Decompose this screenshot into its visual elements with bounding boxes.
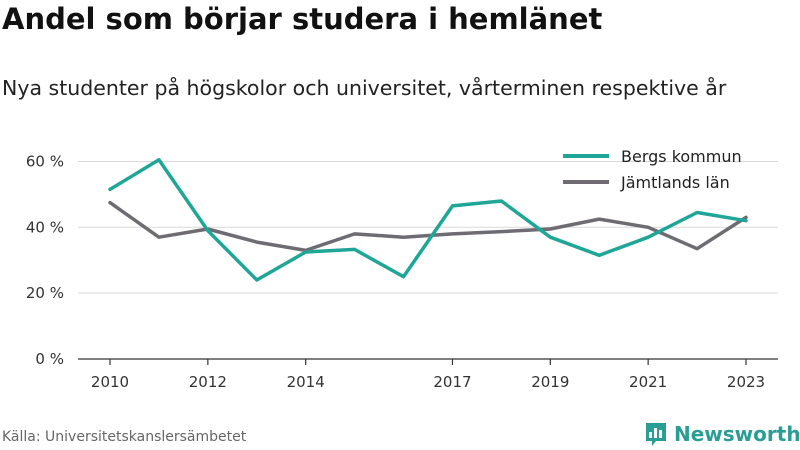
x-tick-label: 2014 (287, 373, 325, 391)
series-line-bergs-kommun (108, 158, 748, 282)
chart-title: Andel som börjar studera i hemlänet (2, 2, 603, 36)
legend-label: Bergs kommun (621, 147, 742, 166)
brand-name: Newsworthy (674, 422, 800, 446)
series-line-jämtlands-län (108, 200, 748, 253)
y-tick-label: 40 % (26, 218, 64, 236)
x-tick-label: 2023 (727, 373, 765, 391)
newsworthy-logo-icon (646, 423, 666, 446)
x-tick-label: 2017 (433, 373, 471, 391)
legend-label: Jämtlands län (620, 173, 730, 192)
brand: Newsworthy (644, 420, 800, 448)
y-tick-label: 20 % (26, 284, 64, 302)
x-tick-label: 2019 (531, 373, 569, 391)
source-note: Källa: Universitetskanslersämbetet (2, 429, 247, 445)
chart-subtitle: Nya studenter på högskolor och universit… (2, 76, 727, 100)
y-tick-label: 60 % (26, 152, 64, 170)
x-tick-label: 2012 (189, 373, 227, 391)
x-tick-label: 2010 (91, 373, 129, 391)
x-tick-label: 2021 (629, 373, 667, 391)
y-tick-label: 0 % (35, 350, 64, 368)
